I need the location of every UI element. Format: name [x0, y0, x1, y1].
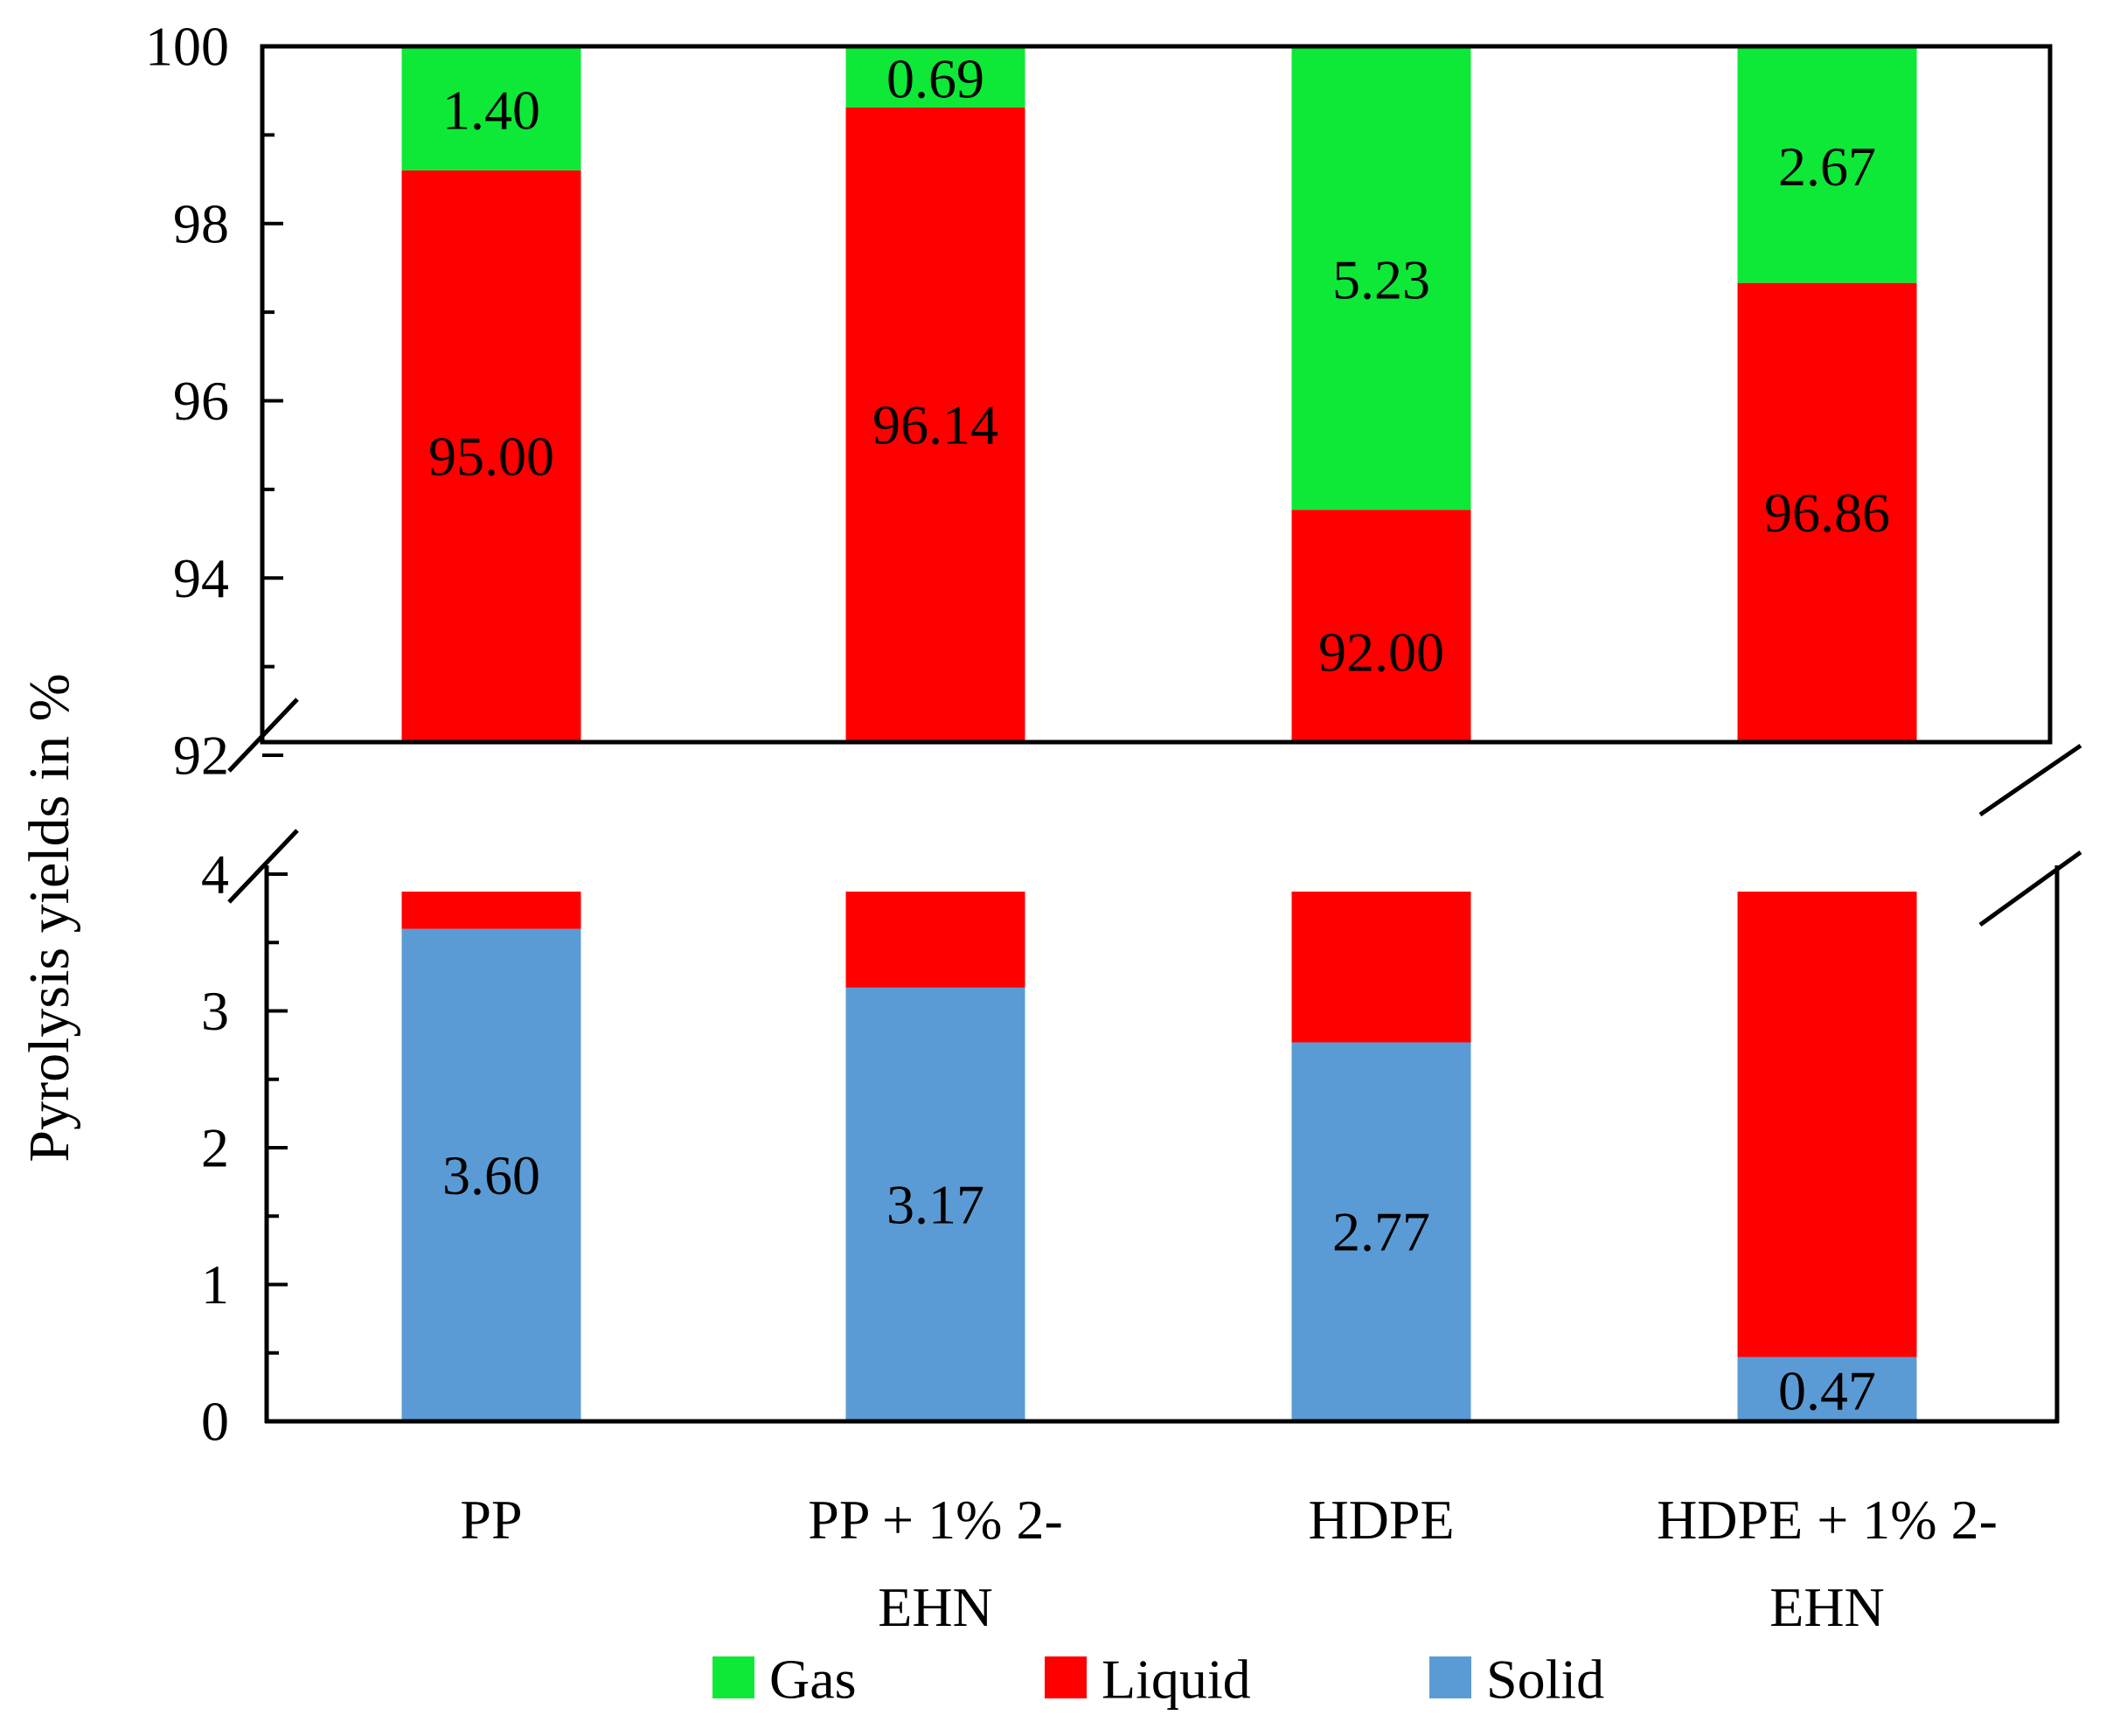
y-tick-label: 1 [201, 1253, 229, 1316]
y-axis-title: Pyrolysis yields in % [17, 673, 81, 1162]
y-tick-label: 2 [201, 1117, 229, 1179]
bar-liquid-lower [845, 892, 1025, 988]
axis-break-mark-right-upper [1978, 743, 2082, 817]
bar-solid [401, 928, 581, 1421]
y-tick-label: 92 [173, 725, 229, 787]
x-category-label-line: HDPE [1308, 1489, 1454, 1551]
lower-panel-bars [401, 892, 1917, 1421]
data-label-gas: 0.69 [886, 47, 984, 109]
bar-liquid-upper [1737, 282, 1917, 742]
y-tick-label: 4 [201, 844, 229, 906]
x-category-label-line: EHN [878, 1576, 993, 1638]
data-label-liquid: 96.14 [872, 393, 998, 455]
data-label-solid: 3.60 [442, 1144, 540, 1206]
y-axis-ticks [262, 133, 288, 1355]
axis-break-mark-left-lower [227, 829, 299, 904]
y-tick-label: 100 [145, 16, 229, 78]
legend-swatch-gas [712, 1656, 754, 1698]
x-category-label-line: PP + 1% 2- [808, 1489, 1063, 1551]
upper-panel-bars [401, 46, 1917, 743]
y-tick-label: 96 [173, 370, 229, 432]
legend-label-gas: Gas [769, 1649, 857, 1711]
legend-label-liquid: Liquid [1102, 1649, 1251, 1711]
data-label-solid: 2.77 [1332, 1201, 1430, 1263]
bar-solid [1737, 1357, 1917, 1421]
bar-gas [1291, 46, 1471, 510]
data-label-solid: 3.17 [886, 1173, 984, 1235]
x-category-label: PP + 1% 2- EHN [808, 1489, 1063, 1638]
x-axis-category-labels: PP PP + 1% 2- EHN HDPE HDPE + 1% 2- EHN [460, 1489, 1998, 1638]
x-category-label-line: HDPE + 1% 2- [1657, 1489, 1998, 1551]
data-labels: 1.40 95.00 3.60 0.69 96.14 3.17 5.23 92.00 2.77 2… [428, 47, 1890, 1421]
data-label-gas: 1.40 [442, 79, 540, 141]
data-label-gas: 2.67 [1778, 135, 1876, 198]
legend-swatch-solid [1429, 1656, 1471, 1698]
upper-panel-frame [260, 44, 2053, 745]
bar-solid [845, 987, 1025, 1421]
x-category-label-line: PP [460, 1489, 522, 1551]
axis-break-mark-left-upper [227, 698, 299, 773]
bar-liquid-upper [401, 170, 581, 743]
bar-gas [845, 46, 1025, 108]
bar-solid [1291, 1042, 1471, 1421]
bar-gas [1737, 46, 1917, 283]
x-category-label: PP [460, 1489, 522, 1551]
bar-liquid-lower [1737, 892, 1917, 1358]
bar-liquid-upper [845, 107, 1025, 743]
data-label-liquid: 95.00 [428, 425, 554, 487]
bar-liquid-upper [1291, 510, 1471, 742]
axis-break-mark-right-lower [1978, 850, 2082, 927]
legend-swatch-liquid [1045, 1656, 1087, 1698]
y-tick-label: 94 [173, 547, 229, 609]
y-axis-tick-labels: 92 94 96 98 100 0 1 2 3 4 [145, 16, 229, 1453]
bar-gas [401, 46, 581, 170]
data-label-liquid: 96.86 [1764, 482, 1890, 544]
x-category-label: HDPE [1308, 1489, 1454, 1551]
data-label-liquid: 92.00 [1318, 621, 1444, 684]
y-tick-label: 0 [201, 1391, 229, 1453]
bar-liquid-lower [401, 892, 581, 929]
x-category-label-line: EHN [1769, 1576, 1885, 1638]
x-category-label: HDPE + 1% 2- EHN [1657, 1489, 1998, 1638]
data-label-gas: 5.23 [1332, 249, 1430, 311]
bar-liquid-lower [1291, 892, 1471, 1043]
y-tick-label: 98 [173, 192, 229, 254]
legend-label-solid: Solid [1486, 1649, 1604, 1711]
legend: Gas Liquid Solid [712, 1649, 1604, 1711]
data-label-solid: 0.47 [1778, 1360, 1876, 1422]
y-tick-label: 3 [201, 980, 229, 1042]
